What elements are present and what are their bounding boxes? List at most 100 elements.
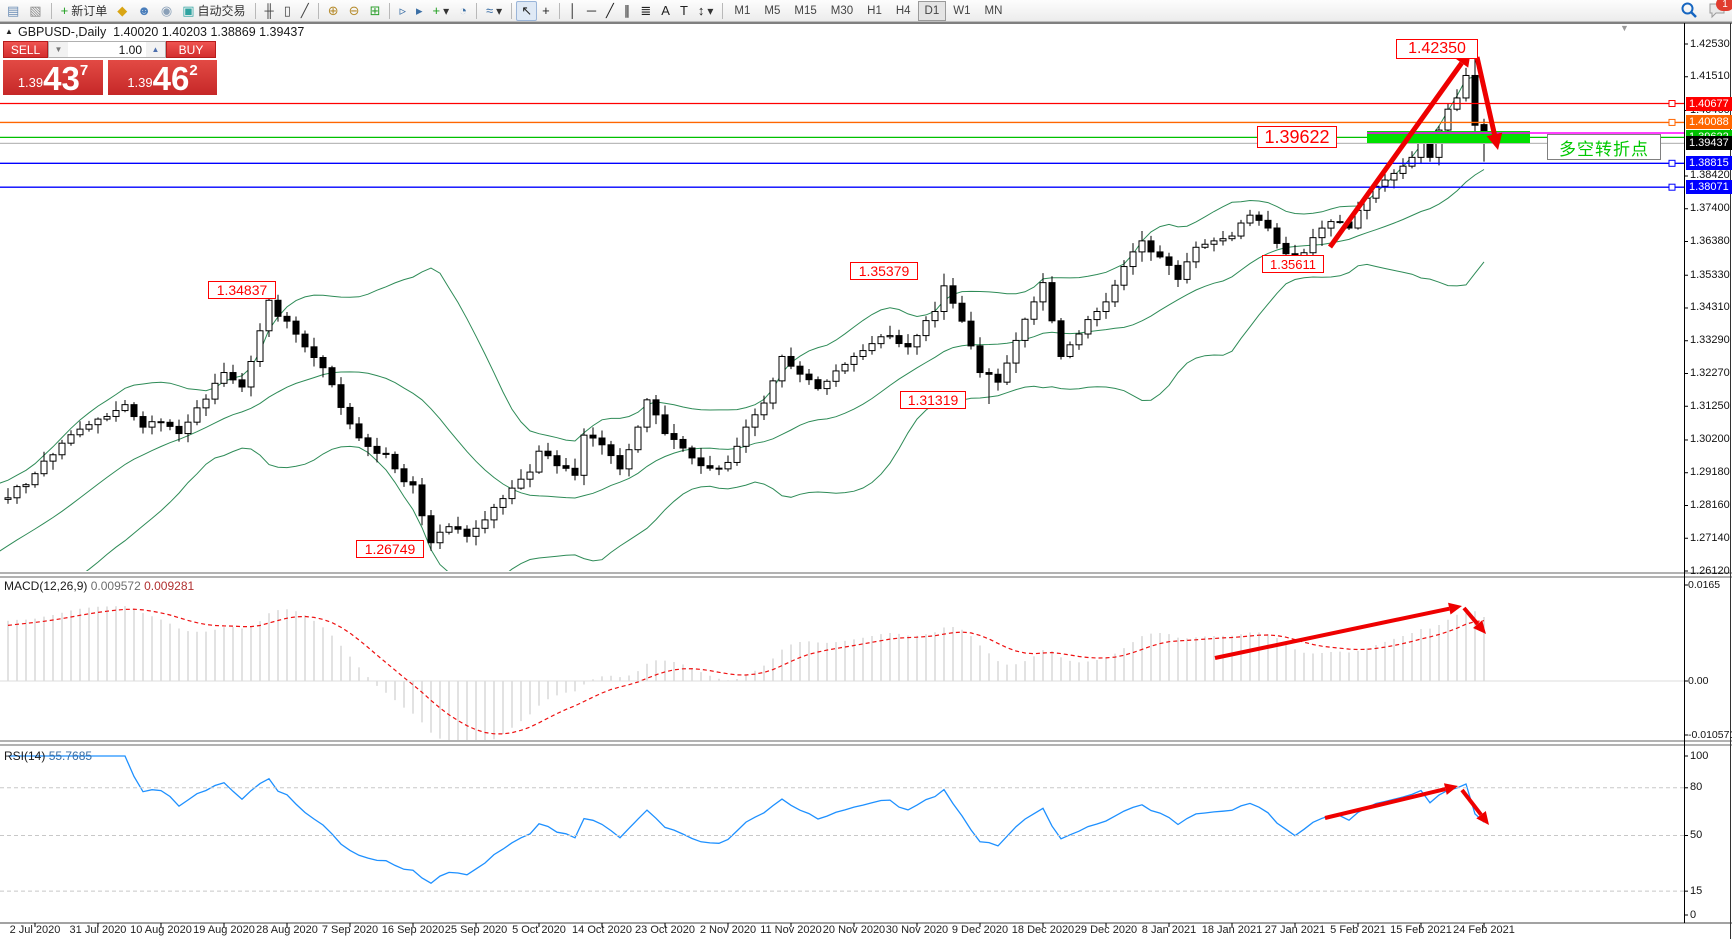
toolbar-right: 1 <box>1680 0 1732 19</box>
cursor-icon[interactable]: ↖ <box>516 0 538 21</box>
timeframe-m15[interactable]: M15 <box>794 4 817 17</box>
autotrading-button[interactable]: ▣ 自动交易 <box>177 1 250 21</box>
search-icon[interactable] <box>1680 1 1698 19</box>
chart-profiles-icon[interactable]: ▧ <box>24 1 46 21</box>
add-indicator-icon-label: ▾ <box>443 3 450 18</box>
vertical-line-icon[interactable]: │ <box>564 1 582 21</box>
trendline-icon[interactable]: ╱ <box>601 1 619 21</box>
bar-chart-icon[interactable]: ╫ <box>260 1 279 21</box>
zoom-out-icon[interactable]: ⊖ <box>344 1 365 21</box>
date-axis-label: 28 Aug 2020 <box>256 924 318 936</box>
price-callout-label[interactable]: 1.35611 <box>1262 255 1324 273</box>
price-callout-label[interactable]: 1.26749 <box>356 540 424 558</box>
vertical-line-icon: │ <box>568 3 577 18</box>
date-axis-label: 5 Feb 2021 <box>1330 924 1386 936</box>
arrows-tool-icon[interactable]: ↕ ▾ <box>693 1 719 21</box>
rsi-axis-label: 100 <box>1690 750 1709 762</box>
label-tool-icon[interactable]: T <box>675 1 693 21</box>
price-level-badge: 1.39437 <box>1686 136 1732 150</box>
one-click-trading-panel: SELL ▼ 1.00 ▲ BUY 1.39 43 7 1.39 46 2 <box>3 41 217 95</box>
price-callout-label[interactable]: 1.34837 <box>208 281 276 299</box>
sell-price-pip: 7 <box>79 62 89 79</box>
timeframe-h1[interactable]: H1 <box>867 4 882 17</box>
sep1 <box>50 2 52 19</box>
toolbar: ▤ ▧ + 新订单 ◆ ☻ ◉ ▣ 自动交易 ╫ ▯ ╱ ⊕ ⊖ ⊞ ▹ ▸ + ▾ ◔ ≈ ▾ ↖ + │ ─ ╱ ∥ ≣ A T ↕ ▾ M1… <box>0 0 1732 22</box>
sell-price[interactable]: 1.39 43 7 <box>3 60 103 95</box>
bar-chart-icon: ╫ <box>264 3 274 18</box>
trendline-icon: ╱ <box>606 3 614 18</box>
community-icon[interactable]: ☻ <box>132 1 156 21</box>
price-callout-label[interactable]: 1.31319 <box>900 391 966 409</box>
price-axis-label: 1.30200 <box>1690 433 1730 445</box>
buy-price-prefix: 1.39 <box>127 75 153 91</box>
horizontal-line-icon[interactable]: ─ <box>582 1 601 21</box>
volume-increase-button[interactable]: ▲ <box>146 42 165 57</box>
price-axis-label: 1.34310 <box>1690 301 1730 313</box>
new-order-button: + <box>60 3 69 18</box>
auto-scroll-icon[interactable]: ▹ <box>394 1 411 21</box>
turning-point-label[interactable]: 多空转折点 <box>1547 134 1661 160</box>
date-axis-label: 2 Jul 2020 <box>9 924 61 936</box>
price-axis-label: 1.38420 <box>1690 169 1730 181</box>
date-axis-label: 8 Jan 2021 <box>1141 924 1197 936</box>
buy-button[interactable]: BUY <box>166 41 216 58</box>
timeframe-m30[interactable]: M30 <box>830 4 854 17</box>
candlestick-chart-icon[interactable]: ▯ <box>279 1 296 21</box>
period-clock-icon[interactable]: ◔ <box>454 1 472 21</box>
tile-windows-icon: ⊞ <box>369 3 381 18</box>
crosshair-icon[interactable]: + <box>537 1 555 21</box>
fibonacci-icon[interactable]: ≣ <box>635 1 656 21</box>
chart-shift-icon[interactable]: ▸ <box>411 1 428 21</box>
text-tool-icon: A <box>661 3 670 18</box>
depth-of-market-icon[interactable]: ◆ <box>112 1 132 21</box>
timeframe-m1[interactable]: M1 <box>734 4 751 17</box>
sep4 <box>389 2 391 19</box>
timeframe-d1[interactable]: D1 <box>917 0 947 21</box>
add-indicator-icon: + <box>432 3 441 18</box>
text-tool-icon[interactable]: A <box>656 1 675 21</box>
tile-windows-icon[interactable]: ⊞ <box>365 1 386 21</box>
line-chart-icon[interactable]: ╱ <box>296 1 314 21</box>
indicator-window-icon[interactable]: ≈ ▾ <box>481 1 507 21</box>
buy-price-main: 46 <box>152 59 190 97</box>
date-axis-label: 10 Aug 2020 <box>130 924 192 936</box>
price-axis-label: 1.32270 <box>1690 367 1730 379</box>
macd-value-signal: 0.009281 <box>144 579 195 593</box>
date-axis-label: 7 Sep 2020 <box>321 924 379 936</box>
timeframe-mn[interactable]: MN <box>984 4 1003 17</box>
macd-axis-label: 0.00 <box>1688 675 1709 687</box>
volume-decrease-button[interactable]: ▼ <box>49 42 68 57</box>
date-axis-label: 24 Feb 2021 <box>1453 924 1515 936</box>
buy-price[interactable]: 1.39 46 2 <box>108 60 217 95</box>
price-callout-label[interactable]: 1.39622 <box>1257 126 1337 148</box>
timeframe-m5[interactable]: M5 <box>764 4 781 17</box>
pane-caret-icon[interactable]: ▼ <box>1620 23 1629 33</box>
equidistant-channel-icon[interactable]: ∥ <box>619 1 636 21</box>
rsi-value: 55.7685 <box>48 749 93 763</box>
chart-title: GBPUSD-,Daily 1.40020 1.40203 1.38869 1.… <box>18 25 305 39</box>
add-indicator-icon[interactable]: + ▾ <box>428 1 455 21</box>
price-axis-label: 1.27140 <box>1690 532 1730 544</box>
macd-axis-label: 0.0165 <box>1688 579 1721 591</box>
price-callout-label[interactable]: 1.35379 <box>850 262 918 280</box>
indicator-window-icon-label: ▾ <box>496 3 503 18</box>
signals-icon[interactable]: ◉ <box>156 1 177 21</box>
timeframe-w1[interactable]: W1 <box>953 4 971 17</box>
price-axis-label: 1.33290 <box>1690 334 1730 346</box>
sell-button[interactable]: SELL <box>3 41 48 58</box>
sep2 <box>254 2 256 19</box>
volume-input[interactable]: 1.00 <box>118 42 142 57</box>
zoom-in-icon[interactable]: ⊕ <box>323 1 344 21</box>
timeframe-h4[interactable]: H4 <box>895 4 911 17</box>
sep5 <box>476 2 478 19</box>
chat-icon[interactable]: 1 <box>1708 0 1732 19</box>
zoom-in-icon: ⊕ <box>327 3 339 18</box>
new-chart-icon[interactable]: ▤ <box>2 1 24 21</box>
price-axis-label: 1.26120 <box>1690 565 1730 577</box>
date-axis-label: 18 Dec 2020 <box>1011 924 1075 936</box>
new-order-button[interactable]: + 新订单 <box>56 1 113 21</box>
collapse-icon[interactable]: ▲ <box>5 27 13 36</box>
date-axis-label: 5 Oct 2020 <box>512 924 566 936</box>
price-callout-label[interactable]: 1.42350 <box>1396 39 1478 59</box>
